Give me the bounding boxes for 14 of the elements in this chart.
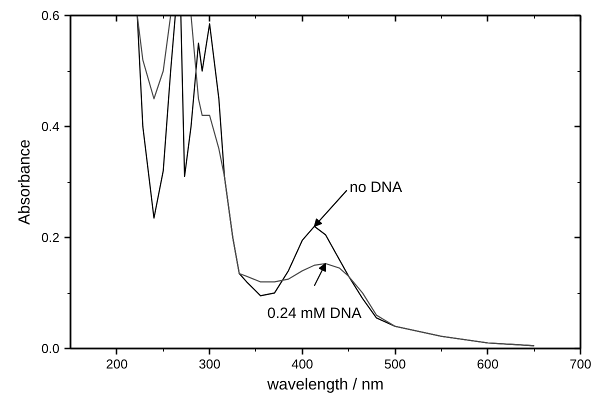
x-tick-label: 600 (476, 356, 499, 372)
x-axis-title: wavelength / nm (266, 376, 384, 394)
y-axis-title: Absorbance (16, 139, 34, 225)
x-tick-label: 200 (106, 356, 128, 372)
x-tick-label: 400 (291, 356, 314, 372)
x-tick-label: 500 (384, 356, 406, 372)
annotation: no DNA (350, 178, 402, 196)
x-tick-label: 300 (198, 356, 220, 372)
x-tick-label: 700 (570, 356, 592, 372)
y-tick-label: 0.0 (41, 341, 60, 356)
y-tick-label: 0.6 (41, 8, 60, 23)
y-tick-label: 0.2 (41, 230, 60, 245)
annotation: 0.24 mM DNA (267, 305, 362, 322)
y-tick-label: 0.4 (41, 119, 60, 134)
